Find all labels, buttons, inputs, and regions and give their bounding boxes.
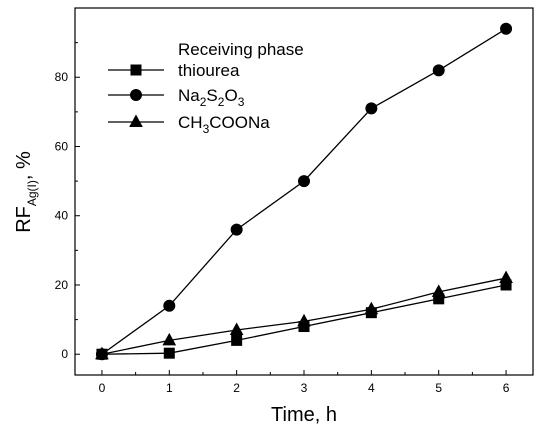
data-point-triangle: 3, 9.5 [297, 313, 311, 327]
data-point-triangle: 2, 7 [229, 322, 244, 335]
y-tick-label: 40 [55, 209, 69, 223]
data-point-circle: 5, 82 [432, 64, 445, 77]
y-axis-title-main: RF [13, 206, 35, 233]
legend-title: Receiving phase [178, 40, 304, 59]
data-point-circle: 4, 71 [365, 102, 378, 115]
series-line-circle [101, 28, 507, 355]
x-tick-label: 0 [99, 381, 106, 395]
data-point-square: 2, 4 [231, 334, 243, 346]
svg-text:RFAg(I), %: RFAg(I), % [13, 151, 39, 233]
y-axis-title-suffix: , % [13, 151, 35, 180]
y-tick-label: 0 [61, 347, 68, 361]
legend: Receiving phase thiourea Na2S2O3 CH3COONa [108, 40, 304, 136]
y-tick-label: 80 [55, 70, 69, 84]
legend-marker-circle [130, 89, 142, 101]
y-tick-label: 60 [55, 139, 69, 153]
x-tick-label: 6 [503, 381, 510, 395]
x-tick-label: 3 [301, 381, 308, 395]
series-lines [101, 28, 507, 355]
data-point-circle: 1, 14 [163, 299, 176, 312]
data-point-circle: 6, 94 [500, 22, 513, 35]
series-markers: 0, 01, 0.32, 43, 84, 125, 166, 200, 01, … [95, 22, 513, 361]
data-point-circle: 2, 36 [230, 223, 243, 236]
data-point-triangle: 0, 0 [95, 346, 109, 360]
x-tick-label: 4 [368, 381, 375, 395]
legend-label-square: thiourea [178, 61, 240, 80]
data-point-triangle: 5, 18 [431, 284, 446, 297]
x-axis-title: Time, h [271, 404, 337, 426]
legend-label-triangle: CH3COONa [178, 113, 270, 136]
data-point-triangle: 6, 22 [499, 270, 513, 284]
data-point-triangle: 1, 4 [162, 332, 177, 346]
y-axis-title-subscript: Ag(I) [25, 180, 39, 206]
data-point-circle: 3, 50 [298, 175, 310, 188]
x-tick-label: 2 [233, 381, 240, 395]
data-point-triangle: 4, 13 [364, 301, 379, 315]
y-tick-label: 20 [55, 278, 69, 292]
x-tick-label: 5 [435, 381, 442, 395]
x-tick-label: 1 [166, 381, 173, 395]
data-point-square: 1, 0.3 [163, 347, 175, 359]
legend-marker-triangle [129, 114, 143, 127]
legend-marker-square [130, 64, 142, 76]
legend-label-circle: Na2S2O3 [178, 86, 245, 109]
y-axis-title: RFAg(I), % [13, 151, 39, 233]
